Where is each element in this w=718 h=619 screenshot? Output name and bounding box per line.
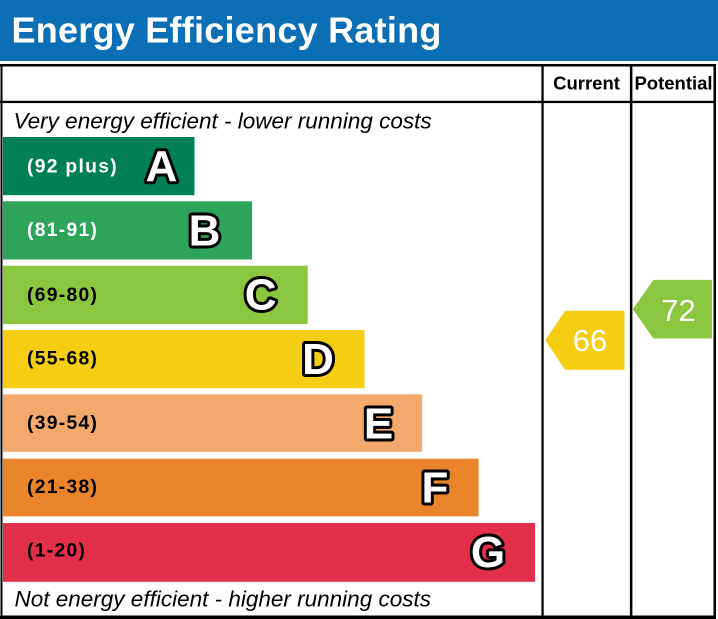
svg-text:(69-80): (69-80) xyxy=(27,285,98,306)
svg-text:72: 72 xyxy=(661,293,695,328)
svg-text:Very energy efficient - lower: Very energy efficient - lower running co… xyxy=(14,108,432,133)
svg-text:D: D xyxy=(302,335,334,384)
svg-text:(21-38): (21-38) xyxy=(27,477,98,498)
svg-text:(1-20): (1-20) xyxy=(27,541,86,562)
svg-text:Potential: Potential xyxy=(634,73,712,94)
svg-text:Not energy efficient - higher: Not energy efficient - higher running co… xyxy=(15,586,431,611)
svg-text:(55-68): (55-68) xyxy=(27,348,98,369)
svg-text:B: B xyxy=(189,206,221,255)
svg-text:C: C xyxy=(245,271,277,320)
svg-text:F: F xyxy=(422,464,449,513)
svg-text:Energy Efficiency Rating: Energy Efficiency Rating xyxy=(12,10,442,51)
svg-text:66: 66 xyxy=(573,323,607,358)
svg-text:E: E xyxy=(364,399,393,448)
svg-text:(92 plus): (92 plus) xyxy=(27,156,118,177)
svg-text:A: A xyxy=(146,142,178,191)
svg-text:G: G xyxy=(471,528,505,577)
svg-text:Current: Current xyxy=(553,73,620,94)
svg-text:(39-54): (39-54) xyxy=(27,413,98,434)
svg-text:(81-91): (81-91) xyxy=(27,220,98,241)
